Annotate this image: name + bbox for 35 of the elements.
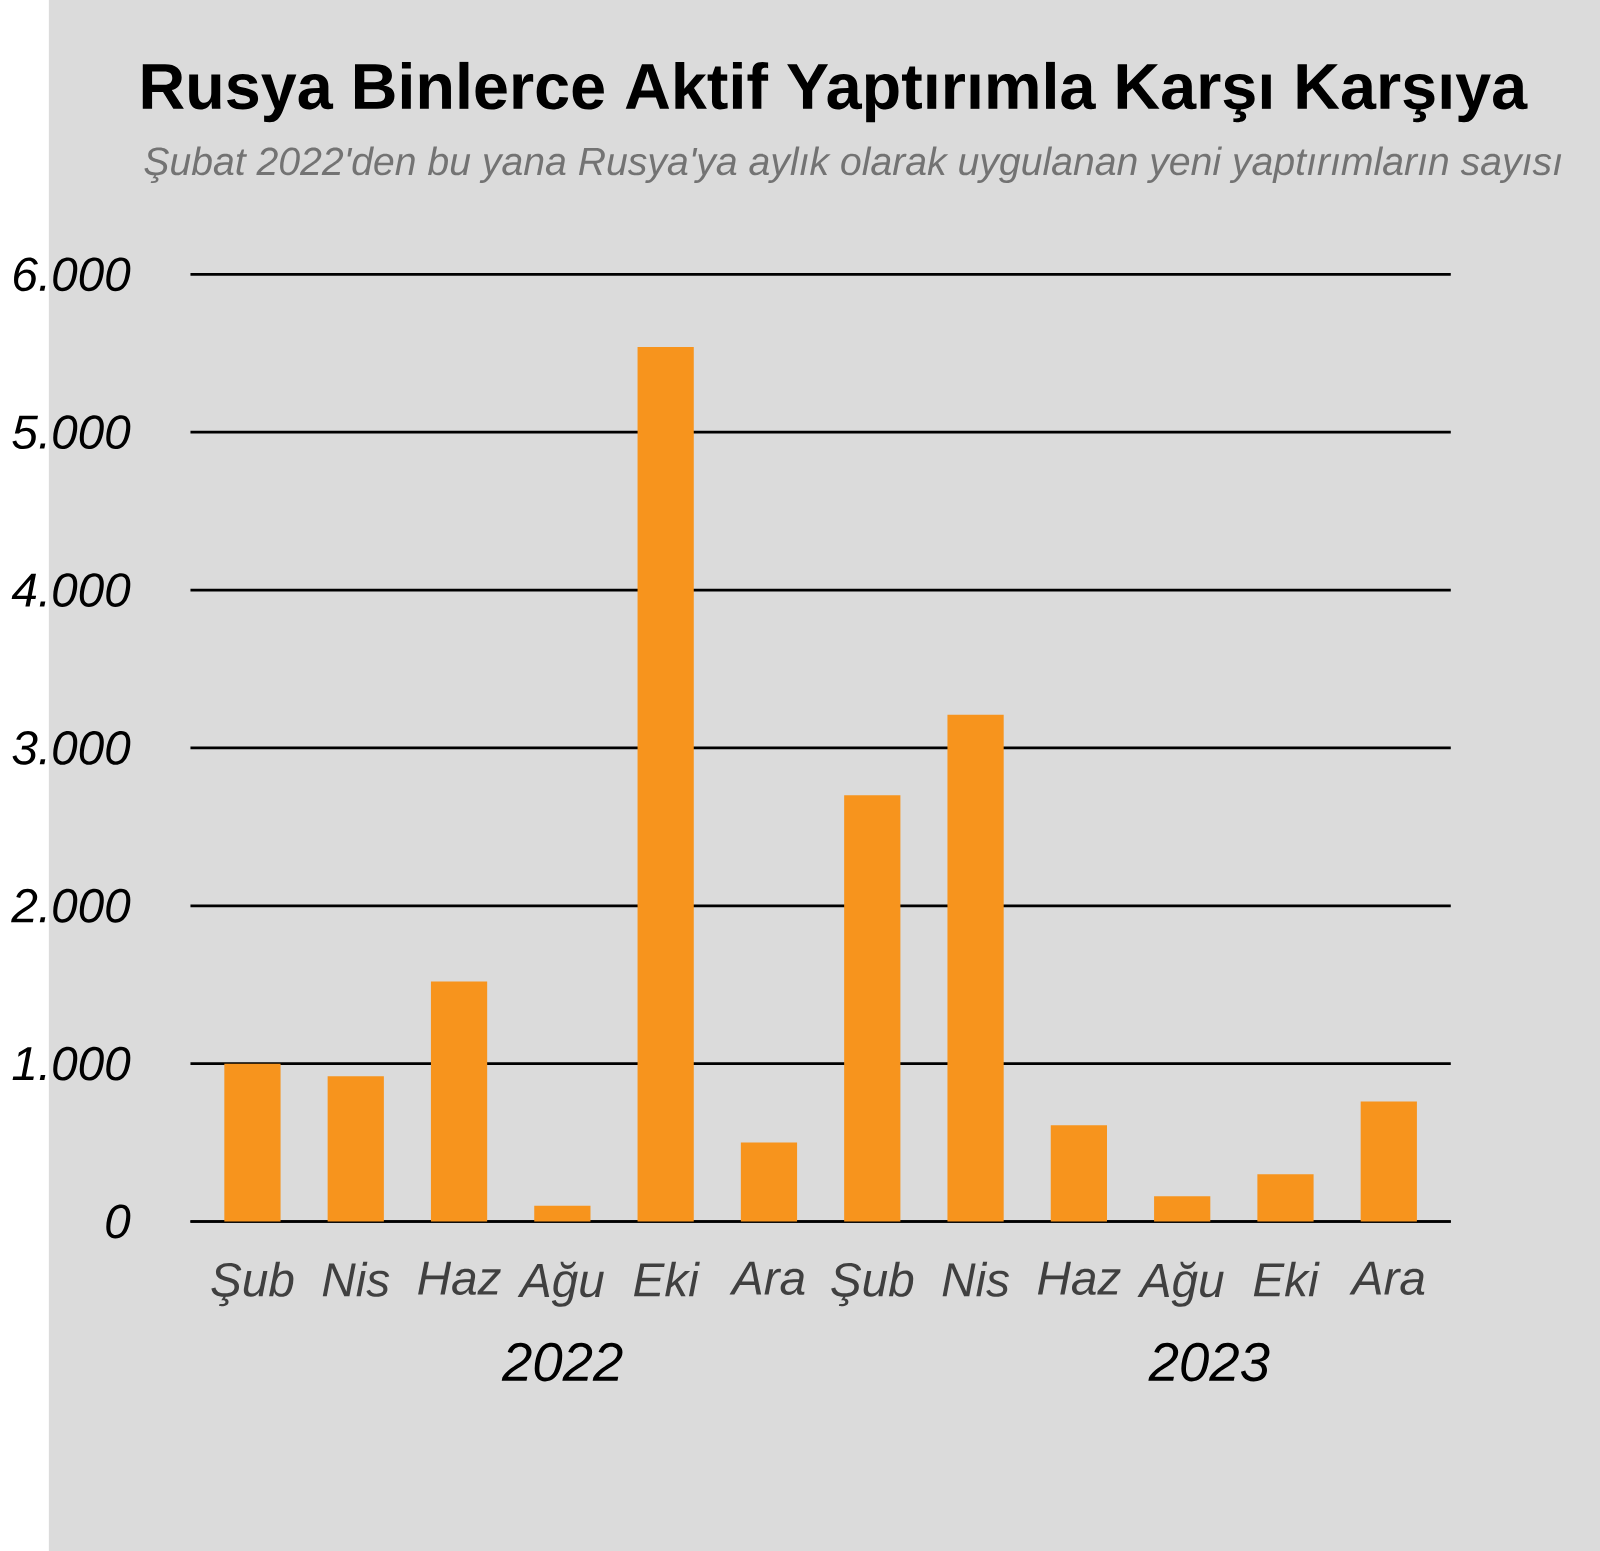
y-tick-label: 6.000 — [14, 257, 131, 292]
chart-subtitle: Şubat 2022'den bu yana Rusya'ya aylık olarak uygulanan yeni yaptırımların sayısı — [144, 146, 1562, 183]
x-tick-label: Haz — [1037, 1261, 1121, 1295]
x-tick-label: Şub — [831, 1261, 914, 1307]
x-tick-label: Eki — [633, 1261, 700, 1297]
y-tick-label: 2.000 — [11, 888, 131, 923]
y-tick-label: 1.000 — [12, 1046, 131, 1081]
x-tick-label: Ara — [729, 1261, 805, 1295]
x-tick-label: Nis — [322, 1261, 390, 1297]
x-tick-label: Eki — [1253, 1261, 1320, 1297]
y-tick-label: 0 — [106, 1204, 131, 1239]
x-tick-label: Ağu — [517, 1261, 604, 1307]
x-tick-label: Şub — [211, 1261, 294, 1307]
x-tick-label: Haz — [418, 1261, 501, 1295]
y-tick-label: 5.000 — [12, 415, 131, 450]
bar — [224, 1063, 281, 1222]
bar — [844, 795, 901, 1222]
bar — [327, 1076, 384, 1222]
text: 2023 — [1148, 1342, 1270, 1382]
x-tick-label: Ara — [1349, 1261, 1425, 1295]
bar — [740, 1142, 798, 1222]
y-tick-label: 3.000 — [12, 730, 131, 765]
bar — [947, 714, 1004, 1222]
bar — [1154, 1196, 1211, 1222]
chart-title: Rusya Binlerce Aktif Yaptırımla Karşı Karşıya — [142, 61, 1528, 123]
bar — [430, 981, 488, 1222]
bar — [534, 1205, 591, 1222]
y-tick-label: 4.000 — [11, 573, 131, 607]
x-tick-label: Ağu — [1137, 1261, 1224, 1307]
bar — [1257, 1174, 1314, 1222]
bar — [1050, 1125, 1107, 1222]
x-tick-label: Nis — [942, 1261, 1010, 1297]
text: 2022 — [501, 1342, 623, 1382]
bar — [1360, 1101, 1417, 1222]
bar — [637, 346, 694, 1222]
